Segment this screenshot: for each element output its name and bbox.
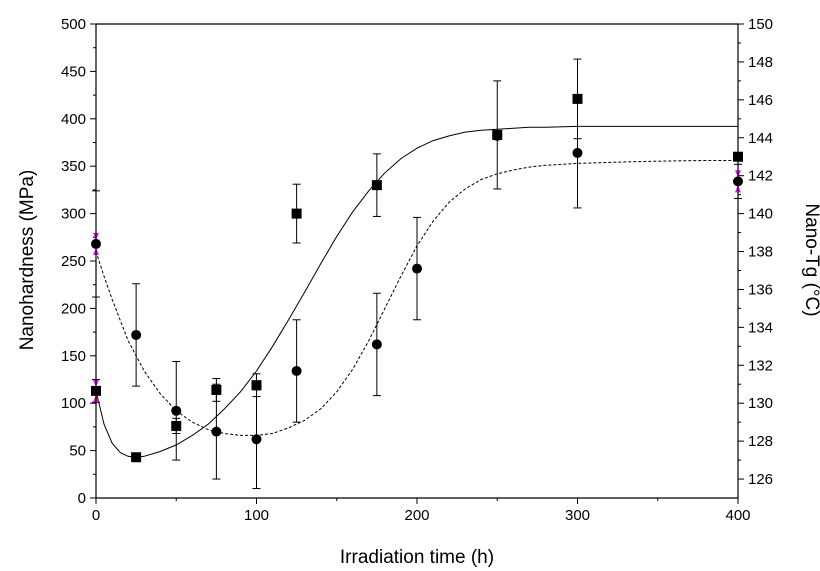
hardness-point [251,380,262,391]
y-right-tick-label: 128 [748,433,773,450]
tg-point [572,147,583,158]
y-left-tick-label: 250 [61,253,86,270]
x-tick-label: 300 [565,507,590,524]
error-bars [92,58,742,490]
tg-point [211,426,222,437]
y-right-tick-label: 134 [748,319,773,336]
y-right-tick-label: 136 [748,281,773,298]
tg-point [492,130,503,141]
y-left-tick-label: 350 [61,158,86,175]
y-left-tick-label: 500 [61,16,86,33]
y-right-tick-label: 144 [748,130,773,147]
y-left-tick-label: 0 [78,490,86,507]
hardness-point [131,452,142,463]
y-left-tick-label: 450 [61,63,86,80]
y-axis-left-title: Nanohardness (MPa) [17,170,38,351]
x-tick-label: 200 [404,507,429,524]
ticks: 0 100 200 300 400 0 50 100 150 200 250 300 350 400 450… [61,16,773,524]
hardness-fit-curve [95,125,738,458]
tg-point [171,405,182,416]
y-left-tick-label: 150 [61,348,86,365]
y-left-tick-label: 100 [61,395,86,412]
data-points [91,93,743,463]
x-tick-label: 400 [725,507,750,524]
hardness-point [572,93,583,104]
x-axis-title: Irradiation time (h) [340,547,494,568]
hardness-point [291,208,302,219]
tg-point [291,365,302,376]
y-right-tick-label: 146 [748,92,773,109]
tg-point [371,339,382,350]
y-right-tick-label: 142 [748,168,773,185]
y-left-tick-label: 50 [69,443,86,460]
hardness-point [211,384,222,395]
tg-point [412,263,422,274]
y-right-tick-label: 138 [748,244,773,261]
y-left-tick-label: 200 [61,300,86,317]
y-right-tick-label: 132 [748,357,773,374]
hardness-point [371,180,382,191]
y-right-tick-label: 140 [748,206,773,223]
y-left-tick-label: 300 [61,206,86,223]
x-tick-label: 100 [244,507,269,524]
y-right-tick-label: 150 [748,16,773,33]
y-right-tick-label: 130 [748,395,773,412]
y-right-tick-label: 148 [748,54,773,71]
y-right-tick-label: 126 [748,471,773,488]
y-left-tick-label: 400 [61,111,86,128]
y-axis-right-title: Nano-Tg (°C) [801,203,820,316]
tg-point [131,329,142,340]
x-tick-label: 0 [92,507,100,524]
hardness-point [171,420,182,431]
tg-point [251,434,262,445]
